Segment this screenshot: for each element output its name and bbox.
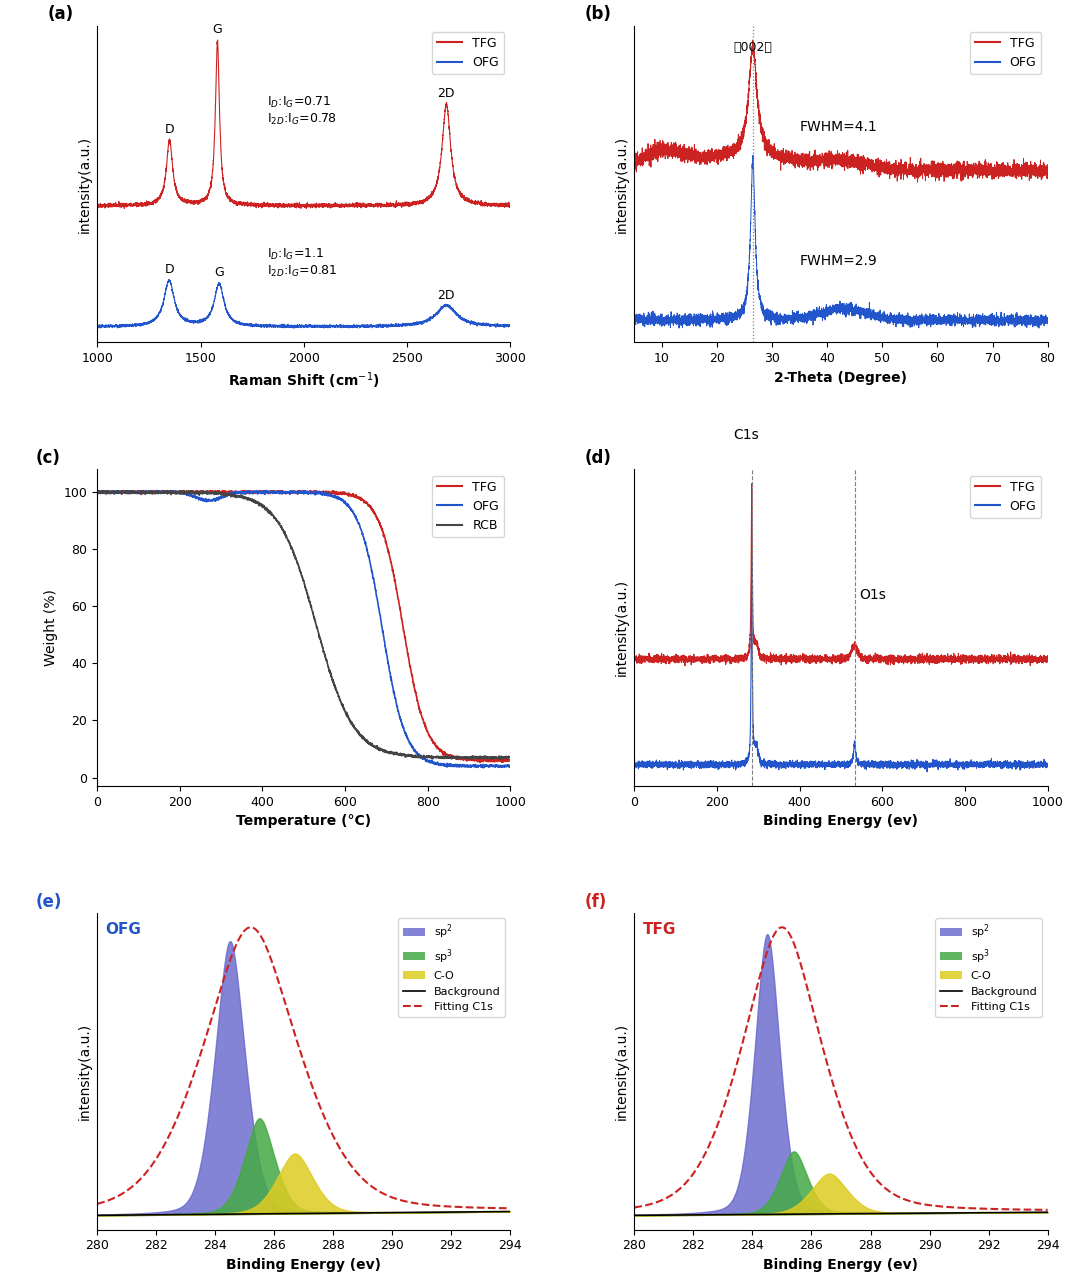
Text: (c): (c)	[36, 448, 60, 466]
X-axis label: Temperature (°C): Temperature (°C)	[237, 815, 372, 829]
Text: (b): (b)	[584, 5, 611, 23]
Y-axis label: intensity(a.u.): intensity(a.u.)	[615, 1022, 629, 1120]
Y-axis label: intensity(a.u.): intensity(a.u.)	[615, 579, 629, 676]
X-axis label: Binding Energy (ev): Binding Energy (ev)	[764, 1258, 918, 1272]
Text: (e): (e)	[36, 893, 62, 911]
Text: TFG: TFG	[643, 922, 676, 938]
Text: FWHM=4.1: FWHM=4.1	[799, 120, 877, 135]
Text: 2D: 2D	[437, 290, 455, 302]
Text: OFG: OFG	[106, 922, 141, 938]
Text: D: D	[165, 123, 174, 136]
Y-axis label: intensity(a.u.): intensity(a.u.)	[615, 136, 629, 233]
Text: C1s: C1s	[733, 428, 759, 442]
Legend: TFG, OFG: TFG, OFG	[970, 32, 1041, 74]
Text: (d): (d)	[584, 448, 611, 466]
Y-axis label: Weight (%): Weight (%)	[44, 589, 58, 666]
Text: G: G	[213, 23, 222, 36]
Y-axis label: intensity(a.u.): intensity(a.u.)	[78, 1022, 92, 1120]
Text: O1s: O1s	[860, 588, 887, 602]
Legend: TFG, OFG: TFG, OFG	[432, 32, 504, 74]
Text: D: D	[164, 263, 174, 275]
Text: (a): (a)	[48, 5, 73, 23]
Legend: TFG, OFG, RCB: TFG, OFG, RCB	[432, 475, 504, 537]
Y-axis label: intensity(a.u.): intensity(a.u.)	[78, 136, 92, 233]
Text: FWHM=2.9: FWHM=2.9	[799, 254, 877, 268]
X-axis label: 2-Theta (Degree): 2-Theta (Degree)	[774, 370, 907, 384]
Legend: sp$^2$, sp$^3$, C-O, Background, Fitting C1s: sp$^2$, sp$^3$, C-O, Background, Fitting…	[935, 918, 1042, 1017]
Text: I$_{D}$:I$_{G}$=1.1
I$_{2D}$:I$_{G}$=0.81: I$_{D}$:I$_{G}$=1.1 I$_{2D}$:I$_{G}$=0.8…	[267, 247, 337, 279]
Text: 2D: 2D	[437, 87, 455, 100]
Text: G: G	[214, 266, 224, 279]
Legend: sp$^2$, sp$^3$, C-O, Background, Fitting C1s: sp$^2$, sp$^3$, C-O, Background, Fitting…	[399, 918, 504, 1017]
X-axis label: Raman Shift (cm$^{-1}$): Raman Shift (cm$^{-1}$)	[228, 370, 380, 392]
X-axis label: Binding Energy (ev): Binding Energy (ev)	[227, 1258, 381, 1272]
Text: （002）: （002）	[733, 41, 772, 54]
Legend: TFG, OFG: TFG, OFG	[970, 475, 1041, 518]
Text: I$_{D}$:I$_{G}$=0.71
I$_{2D}$:I$_{G}$=0.78: I$_{D}$:I$_{G}$=0.71 I$_{2D}$:I$_{G}$=0.…	[267, 95, 337, 127]
X-axis label: Binding Energy (ev): Binding Energy (ev)	[764, 815, 918, 829]
Text: (f): (f)	[584, 893, 607, 911]
